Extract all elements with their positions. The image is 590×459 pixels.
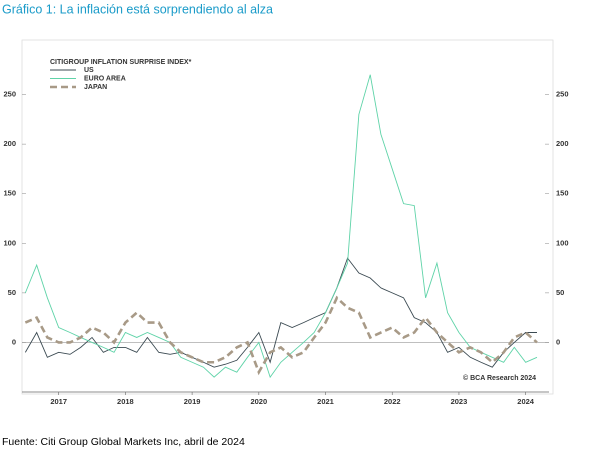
y-tick-label: 0 bbox=[12, 337, 16, 346]
series-line bbox=[24, 257, 537, 368]
page-title: Gráfico 1: La inflación está sorprendien… bbox=[2, 2, 273, 16]
legend-label: EURO AREA bbox=[84, 75, 126, 82]
x-tick-label: 2017 bbox=[50, 397, 67, 406]
y2-tick-label: 100 bbox=[556, 238, 569, 247]
x-tick-label: 2023 bbox=[451, 397, 468, 406]
series-line bbox=[24, 295, 538, 376]
y2-tick-label: 0 bbox=[556, 337, 560, 346]
y-tick-label: 150 bbox=[3, 189, 16, 198]
legend-title: CITIGROUP INFLATION SURPRISE INDEX* bbox=[50, 59, 192, 66]
x-tick-label: 2019 bbox=[184, 397, 201, 406]
y-tick-label: 250 bbox=[3, 90, 16, 99]
chart-frame bbox=[21, 39, 554, 395]
x-tick-label: 2021 bbox=[317, 397, 334, 406]
y-tick-label: 100 bbox=[3, 238, 16, 247]
y2-tick-label: 50 bbox=[556, 288, 564, 297]
x-tick-label: 2020 bbox=[250, 397, 267, 406]
y-tick-label: 200 bbox=[3, 139, 16, 148]
y-tick-label: 50 bbox=[8, 288, 16, 297]
legend-label: JAPAN bbox=[84, 84, 107, 91]
source-note: Fuente: Citi Group Global Markets Inc, a… bbox=[2, 436, 245, 448]
y2-tick-label: 200 bbox=[556, 139, 569, 148]
x-tick-label: 2018 bbox=[117, 397, 134, 406]
series-line bbox=[24, 74, 538, 379]
legend-label: US bbox=[84, 67, 94, 74]
x-tick-label: 2024 bbox=[517, 397, 535, 406]
y2-tick-label: 150 bbox=[556, 189, 569, 198]
annotation: © BCA Research 2024 bbox=[463, 374, 536, 382]
y2-tick-label: 250 bbox=[556, 90, 569, 99]
x-tick-label: 2022 bbox=[384, 397, 401, 406]
